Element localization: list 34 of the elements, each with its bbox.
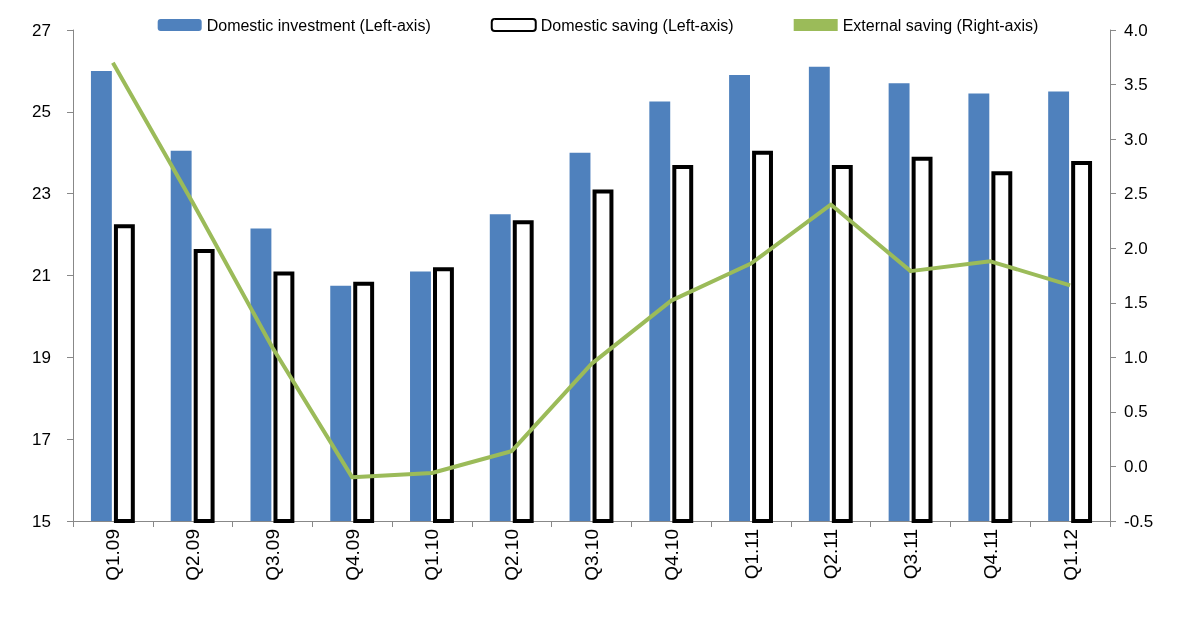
x-tick-label: Q4.11 bbox=[979, 529, 1001, 580]
x-tick-label: Q3.10 bbox=[581, 529, 602, 581]
x-tick-label: Q4.09 bbox=[341, 529, 363, 581]
y-tick-label: 17 bbox=[32, 429, 51, 449]
y2-tick-label: 3.5 bbox=[1124, 75, 1148, 95]
legend-label: External saving (Right-axis) bbox=[842, 16, 1039, 34]
x-tick-label: Q1.12 bbox=[1059, 529, 1081, 581]
x-tick-label: Q3.09 bbox=[261, 529, 283, 581]
y2-tick-label: 1.0 bbox=[1124, 347, 1148, 367]
x-tick-label: Q2.10 bbox=[501, 529, 523, 581]
legend-label: Domestic investment (Left-axis) bbox=[206, 16, 431, 34]
y-tick-label: 15 bbox=[32, 511, 51, 531]
y2-tick-label: 3.0 bbox=[1124, 129, 1148, 149]
y2-tick-label: 0.5 bbox=[1124, 402, 1148, 422]
y2-tick-label: 2.0 bbox=[1124, 238, 1148, 258]
x-tick-label: Q2.09 bbox=[182, 529, 204, 581]
y2-tick-label: 2.5 bbox=[1124, 184, 1148, 204]
y-tick-label: 21 bbox=[32, 266, 51, 285]
y-tick-label: 27 bbox=[32, 20, 51, 40]
legend-label: Domestic saving (Left-axis) bbox=[540, 16, 734, 34]
x-tick-label: Q1.11 bbox=[740, 529, 762, 580]
y2-tick-label: 4.0 bbox=[1124, 20, 1148, 40]
x-tick-label: Q1.10 bbox=[421, 529, 443, 581]
y2-tick-label: -0.5 bbox=[1124, 511, 1154, 531]
y-tick-label: 25 bbox=[32, 102, 51, 122]
y2-tick-label: 1.5 bbox=[1124, 293, 1148, 313]
line-series bbox=[110, 60, 1073, 480]
x-tick-label: Q2.11 bbox=[820, 529, 842, 580]
y-tick-label: 23 bbox=[32, 184, 51, 204]
x-tick-label: Q1.09 bbox=[102, 529, 124, 581]
x-tick-label: Q4.10 bbox=[660, 529, 682, 581]
y-tick-label: 19 bbox=[32, 347, 51, 367]
y2-tick-label: 0.0 bbox=[1124, 456, 1148, 476]
x-tick-label: Q3.11 bbox=[900, 529, 922, 580]
